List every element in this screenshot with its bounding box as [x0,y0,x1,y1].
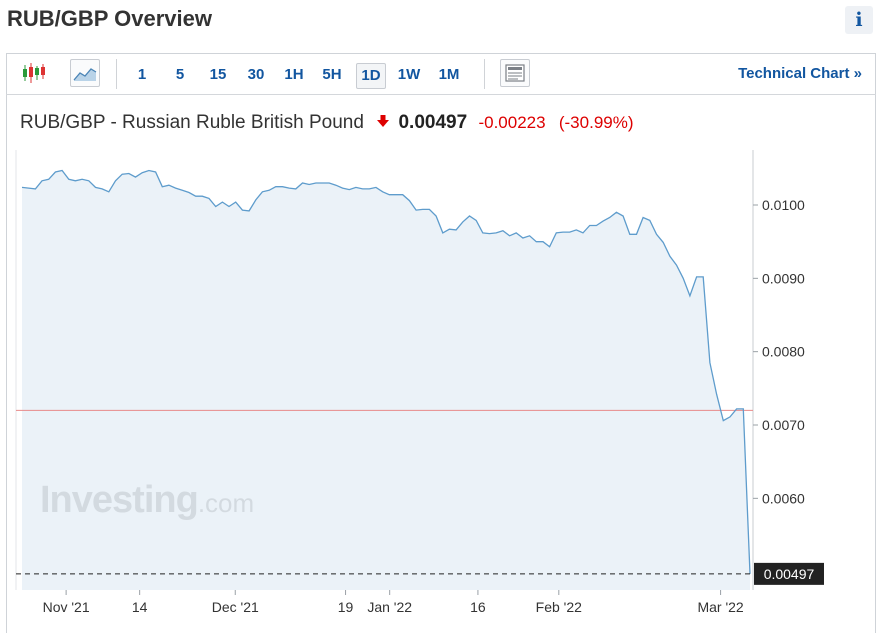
x-tick-label: 16 [470,599,486,615]
timeframe-5[interactable]: 5 [175,66,185,83]
x-tick-label: Mar '22 [697,599,743,615]
y-tick-label: 0.0100 [762,197,805,213]
page-title: RUB/GBP Overview [7,6,213,31]
technical-chart-link[interactable]: Technical Chart » [738,65,862,82]
timeframe-1w[interactable]: 1W [397,66,421,83]
x-tick-label: Feb '22 [536,599,582,615]
news-icon[interactable] [500,59,530,87]
toolbar-separator [484,59,485,89]
timeframe-15[interactable]: 15 [209,66,227,83]
x-tick-label: 19 [338,599,354,615]
price-change-percent: (-30.99%) [558,113,634,132]
x-tick-label: Jan '22 [367,599,412,615]
x-tick-label: 14 [132,599,148,615]
timeframe-1[interactable]: 1 [137,66,147,83]
x-tick-label: Nov '21 [43,599,90,615]
timeframe-1m[interactable]: 1M [438,66,460,83]
chart-toolbar: 1 5 15 30 1H 5H 1D 1W 1M Technical Chart… [6,53,876,95]
last-price-label-box [754,562,824,585]
info-icon[interactable]: i [845,6,873,34]
instrument-name: RUB/GBP - Russian Ruble British Pound [20,112,364,133]
series-line [21,169,751,574]
y-tick-label: 0.0090 [762,270,805,286]
down-arrow-icon [377,112,390,134]
timeframe-5h[interactable]: 5H [322,66,342,83]
candlestick-icon[interactable] [18,59,48,87]
chevron-right-icon: » [853,65,862,82]
last-price: 0.00497 [398,112,468,133]
series-area [22,170,750,590]
y-tick-label: 0.0080 [762,344,805,360]
area-chart-icon[interactable] [70,59,100,87]
price-change: -0.00223 [478,113,546,132]
y-tick-label: 0.0060 [762,490,805,506]
timeframe-30[interactable]: 30 [247,66,265,83]
y-tick-label: 0.0070 [762,417,805,433]
chart-panel [6,53,876,633]
quote-line: RUB/GBP - Russian Ruble British Pound 0.… [20,112,634,134]
x-tick-label: Dec '21 [212,599,259,615]
timeframe-1d[interactable]: 1D [356,63,386,89]
timeframe-1h[interactable]: 1H [284,66,304,83]
last-price-label: 0.00497 [764,566,815,582]
technical-chart-label: Technical Chart [738,65,850,82]
toolbar-separator [116,59,117,89]
